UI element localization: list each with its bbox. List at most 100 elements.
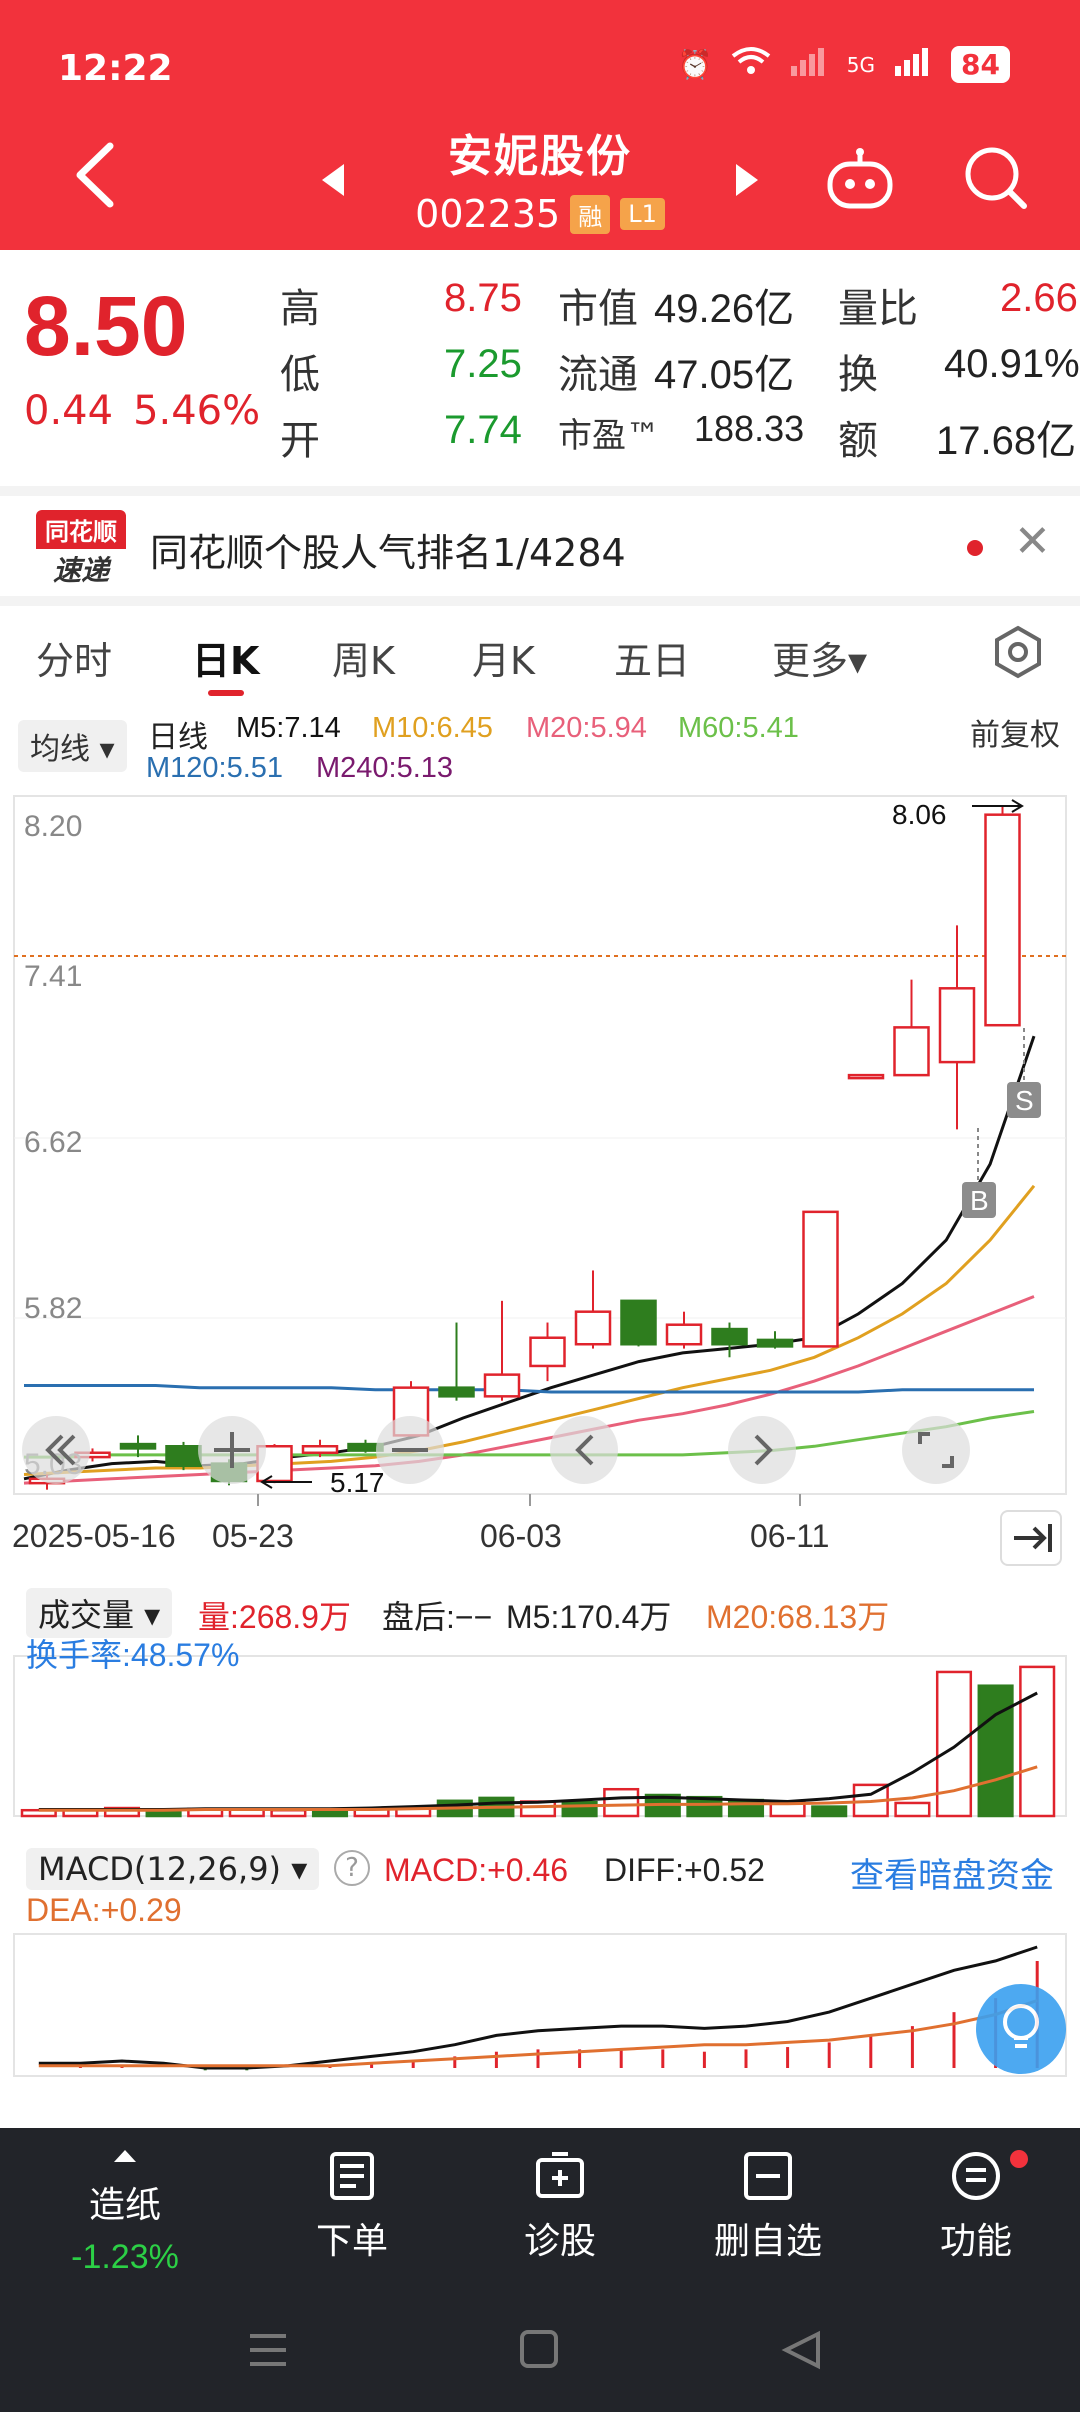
recent-apps-icon[interactable] bbox=[250, 2334, 286, 2366]
back-button[interactable] bbox=[70, 140, 120, 210]
dark-pool-link[interactable]: 查看暗盘资金 bbox=[850, 1856, 1054, 1896]
volume-frame bbox=[13, 1655, 1067, 1817]
order-label: 下单 bbox=[315, 2221, 388, 2262]
adjust-mode[interactable]: 前复权 bbox=[970, 718, 1060, 753]
help-icon[interactable]: ? bbox=[334, 1850, 370, 1886]
tab-weekly-k[interactable]: 周K bbox=[332, 639, 395, 683]
menu-circle-icon bbox=[952, 2152, 1000, 2200]
mktcap-value: 49.26亿 bbox=[654, 287, 795, 331]
macd-indicator-select[interactable]: MACD(12,26,9) ▾ bbox=[26, 1848, 320, 1890]
ma120-label: M120:5.51 bbox=[146, 752, 284, 784]
prev-stock-button[interactable] bbox=[318, 160, 348, 200]
volume-value: 量:268.9万 bbox=[198, 1599, 351, 1635]
period-label: 日线 bbox=[148, 721, 208, 754]
high-value: 8.75 bbox=[444, 276, 522, 320]
volume-bar bbox=[977, 1684, 1014, 1818]
search-icon[interactable] bbox=[962, 144, 1030, 212]
volume-bar bbox=[1019, 1665, 1056, 1818]
diff-value: DIFF:+0.52 bbox=[604, 1852, 765, 1888]
robot-assistant-icon[interactable] bbox=[824, 148, 896, 212]
amount-value: 17.68亿 bbox=[936, 419, 1077, 463]
unread-dot bbox=[967, 540, 983, 556]
ma60-label: M60:5.41 bbox=[678, 712, 799, 744]
date-label: 06-03 bbox=[480, 1518, 562, 1554]
back-nav-icon[interactable] bbox=[781, 2330, 820, 2370]
scroll-left-button[interactable] bbox=[550, 1416, 618, 1484]
logo-top-text: 同花顺 bbox=[36, 510, 126, 549]
ma-line-m20 bbox=[23, 1295, 1035, 1485]
notification-dot bbox=[1010, 2150, 1028, 2168]
fullscreen-button[interactable] bbox=[902, 1416, 970, 1484]
pe-value: 188.33 bbox=[694, 408, 805, 449]
candle-body bbox=[847, 1073, 885, 1080]
low-mark-arrowhead bbox=[260, 1475, 273, 1489]
lightbulb-icon[interactable] bbox=[976, 1984, 1066, 2074]
jump-to-latest-button[interactable] bbox=[1000, 1510, 1062, 1566]
macd-group bbox=[38, 1945, 1039, 2071]
turnover-value: 40.91% bbox=[944, 342, 1080, 386]
bottom-action-bar: 造纸 -1.23% 下单 诊股 删自选 功能 bbox=[0, 2128, 1080, 2288]
y-tick: 5.82 bbox=[24, 1292, 82, 1325]
active-tab-indicator bbox=[208, 690, 244, 696]
quote-panel: 8.50 0.44 5.46% 高 8.75 低 7.25 开 7.74 市值 4… bbox=[0, 250, 1080, 480]
stock-name: 安妮股份 bbox=[448, 131, 632, 182]
banner-text: 同花顺个股人气排名1/4284 bbox=[150, 531, 626, 575]
home-icon[interactable] bbox=[520, 2330, 558, 2368]
tab-five-day[interactable]: 五日 bbox=[614, 639, 691, 683]
candle-body bbox=[893, 1026, 930, 1077]
sector-button[interactable]: 造纸 -1.23% bbox=[40, 2148, 210, 2277]
amount-label: 额 bbox=[838, 418, 878, 464]
macd-diff-line bbox=[38, 1945, 1038, 2070]
functions-button[interactable]: 功能 bbox=[896, 2150, 1056, 2264]
open-label: 开 bbox=[280, 418, 320, 464]
ma20-label: M20:5.94 bbox=[526, 712, 647, 744]
candle-body bbox=[529, 1336, 566, 1368]
volume-bar bbox=[811, 1805, 848, 1818]
tab-more[interactable]: 更多▾ bbox=[772, 639, 868, 683]
candle-body bbox=[483, 1373, 521, 1398]
buy-marker bbox=[962, 1182, 996, 1218]
volume-bar bbox=[603, 1787, 640, 1818]
order-button[interactable]: 下单 bbox=[272, 2150, 432, 2264]
high-mark-label: 8.06 bbox=[892, 799, 947, 830]
remove-watchlist-button[interactable]: 删自选 bbox=[688, 2150, 848, 2264]
volume-ma5: M5:170.4万 bbox=[506, 1599, 672, 1635]
tab-intraday[interactable]: 分时 bbox=[36, 639, 113, 683]
diagnose-label: 诊股 bbox=[523, 2221, 596, 2262]
tab-daily-k[interactable]: 日K bbox=[192, 639, 260, 683]
volume-legend: 成交量 ▾ 量:268.9万 盘后:−− M5:170.4万 M20:68.13… bbox=[0, 1580, 1080, 1673]
volume-ma20-line bbox=[38, 1765, 1038, 1812]
ma-line-m10 bbox=[23, 1184, 1036, 1476]
kline-frame bbox=[13, 795, 1067, 1495]
scroll-left-fast-button[interactable] bbox=[22, 1416, 90, 1484]
popularity-banner[interactable]: 同花顺 速递 同花顺个股人气排名1/4284 ✕ bbox=[0, 486, 1080, 587]
diagnose-button[interactable]: 诊股 bbox=[480, 2150, 640, 2264]
date-label: 06-11 bbox=[750, 1518, 830, 1554]
ma5-label: M5:7.14 bbox=[236, 712, 341, 744]
y-tick: 8.20 bbox=[24, 810, 82, 843]
next-stock-button[interactable] bbox=[732, 160, 762, 200]
low-mark-label: 5.17 bbox=[330, 1467, 385, 1498]
change-percent: 5.46% bbox=[133, 388, 261, 434]
zoom-out-button[interactable] bbox=[376, 1416, 444, 1484]
candle-body bbox=[574, 1310, 612, 1346]
dea-value: DEA:+0.29 bbox=[26, 1892, 182, 1928]
chart-period-tabs: 分时 日K 周K 月K 五日 更多▾ bbox=[0, 596, 1080, 696]
zoom-in-button[interactable] bbox=[198, 1416, 266, 1484]
candle-body bbox=[301, 1445, 339, 1455]
indicator-select[interactable]: 均线 ▾ bbox=[18, 720, 127, 772]
network-label: 5G bbox=[846, 52, 876, 77]
charts-canvas: 8.20 7.41 6.62 5.82 5.03 8.06 5.17 B S bbox=[13, 795, 1067, 2077]
close-icon[interactable]: ✕ bbox=[1014, 516, 1051, 567]
low-label: 低 bbox=[280, 352, 320, 398]
volratio-label: 量比 bbox=[838, 286, 918, 332]
macd-legend: MACD(12,26,9) ▾ ? MACD:+0.46 DIFF:+0.52 … bbox=[0, 1840, 1080, 1930]
volume-indicator-select[interactable]: 成交量 ▾ bbox=[26, 1588, 173, 1638]
scroll-right-button[interactable] bbox=[728, 1416, 796, 1484]
tab-monthly-k[interactable]: 月K bbox=[472, 639, 535, 683]
header-bar: 12:22 ⏰ 5G 84 安妮股份 002235 融 bbox=[0, 0, 1080, 250]
change-amount: 0.44 bbox=[24, 388, 114, 434]
chart-settings-icon[interactable] bbox=[990, 624, 1046, 680]
battery-icon: 84 bbox=[951, 46, 1010, 83]
after-hours-value: 盘后:−− bbox=[382, 1599, 493, 1635]
